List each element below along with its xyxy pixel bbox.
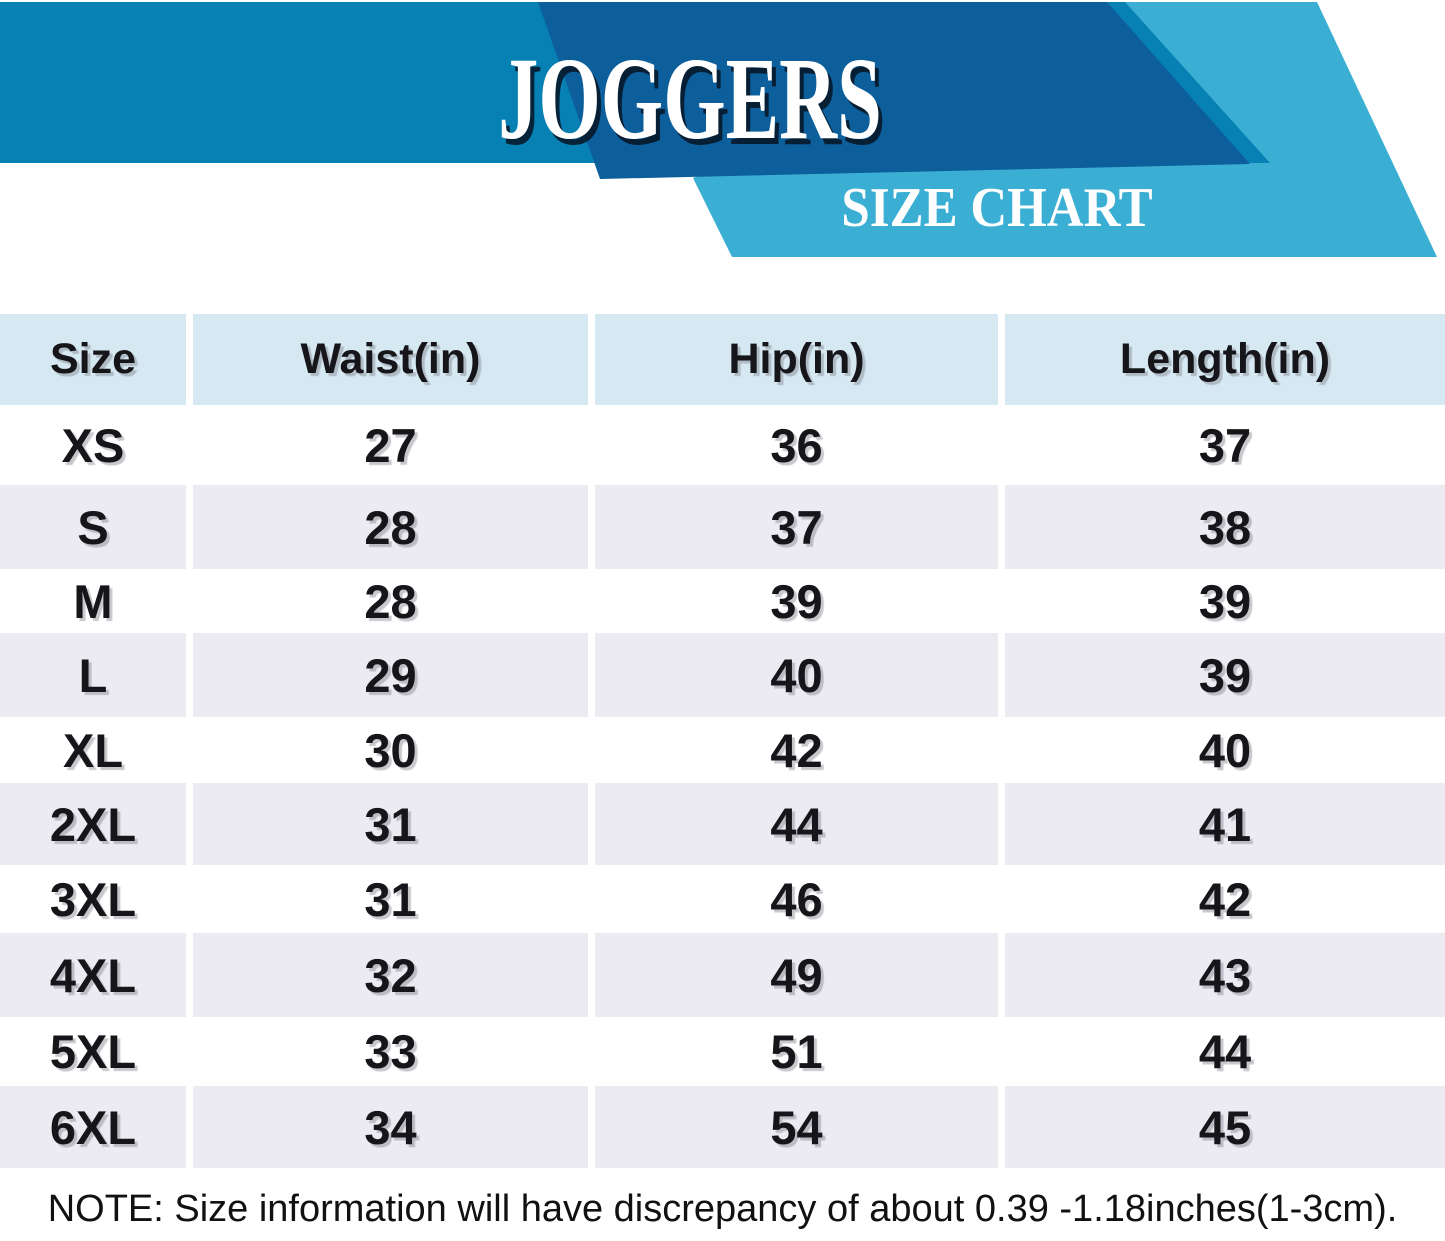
length-cell: 42 <box>1005 865 1445 933</box>
length-cell: 40 <box>1005 717 1445 783</box>
waist-cell: 27 <box>193 405 588 485</box>
hip-cell: 46 <box>595 865 998 933</box>
waist-cell: 30 <box>193 717 588 783</box>
size-table: Size Waist(in) Hip(in) Length(in) XS 27 36 37 S… <box>0 314 1445 1168</box>
hip-cell: 42 <box>595 717 998 783</box>
hip-cell: 40 <box>595 633 998 717</box>
table-header-row: Size Waist(in) Hip(in) Length(in) <box>0 314 1445 405</box>
size-cell: 3XL <box>0 865 186 933</box>
waist-cell: 28 <box>193 569 588 633</box>
hip-cell: 39 <box>595 569 998 633</box>
hip-cell: 49 <box>595 933 998 1017</box>
length-cell: 43 <box>1005 933 1445 1017</box>
banner-dark-shape <box>538 2 1250 179</box>
hip-cell: 54 <box>595 1086 998 1168</box>
size-cell: 6XL <box>0 1086 186 1168</box>
length-cell: 38 <box>1005 485 1445 569</box>
length-cell: 44 <box>1005 1017 1445 1086</box>
hip-cell: 51 <box>595 1017 998 1086</box>
length-cell: 45 <box>1005 1086 1445 1168</box>
size-cell: 5XL <box>0 1017 186 1086</box>
size-cell: XL <box>0 717 186 783</box>
column-header: Length(in) <box>1005 314 1445 405</box>
size-cell: 4XL <box>0 933 186 1017</box>
table-row: L 29 40 39 <box>0 633 1445 717</box>
table-row: 2XL 31 44 41 <box>0 783 1445 865</box>
waist-cell: 33 <box>193 1017 588 1086</box>
size-cell: L <box>0 633 186 717</box>
note-text: NOTE: Size information will have discrep… <box>47 1188 1398 1230</box>
table-row: M 28 39 39 <box>0 569 1445 633</box>
column-header: Size <box>0 314 186 405</box>
table-row: XL 30 42 40 <box>0 717 1445 783</box>
length-cell: 39 <box>1005 569 1445 633</box>
page-subtitle: SIZE CHART <box>841 177 1153 239</box>
waist-cell: 32 <box>193 933 588 1017</box>
waist-cell: 34 <box>193 1086 588 1168</box>
banner-graphic <box>0 2 1437 257</box>
size-cell: S <box>0 485 186 569</box>
column-header: Hip(in) <box>595 314 998 405</box>
waist-cell: 31 <box>193 865 588 933</box>
table-row: 4XL 32 49 43 <box>0 933 1445 1017</box>
table-row: 3XL 31 46 42 <box>0 865 1445 933</box>
waist-cell: 28 <box>193 485 588 569</box>
hip-cell: 37 <box>595 485 998 569</box>
page-title: JOGGERS <box>498 33 882 164</box>
table-row: XS 27 36 37 <box>0 405 1445 485</box>
column-header: Waist(in) <box>193 314 588 405</box>
hip-cell: 36 <box>595 405 998 485</box>
waist-cell: 29 <box>193 633 588 717</box>
size-cell: XS <box>0 405 186 485</box>
length-cell: 39 <box>1005 633 1445 717</box>
table-row: S 28 37 38 <box>0 485 1445 569</box>
table-row: 5XL 33 51 44 <box>0 1017 1445 1086</box>
length-cell: 37 <box>1005 405 1445 485</box>
table-row: 6XL 34 54 45 <box>0 1086 1445 1168</box>
hip-cell: 44 <box>595 783 998 865</box>
size-cell: M <box>0 569 186 633</box>
waist-cell: 31 <box>193 783 588 865</box>
length-cell: 41 <box>1005 783 1445 865</box>
size-cell: 2XL <box>0 783 186 865</box>
